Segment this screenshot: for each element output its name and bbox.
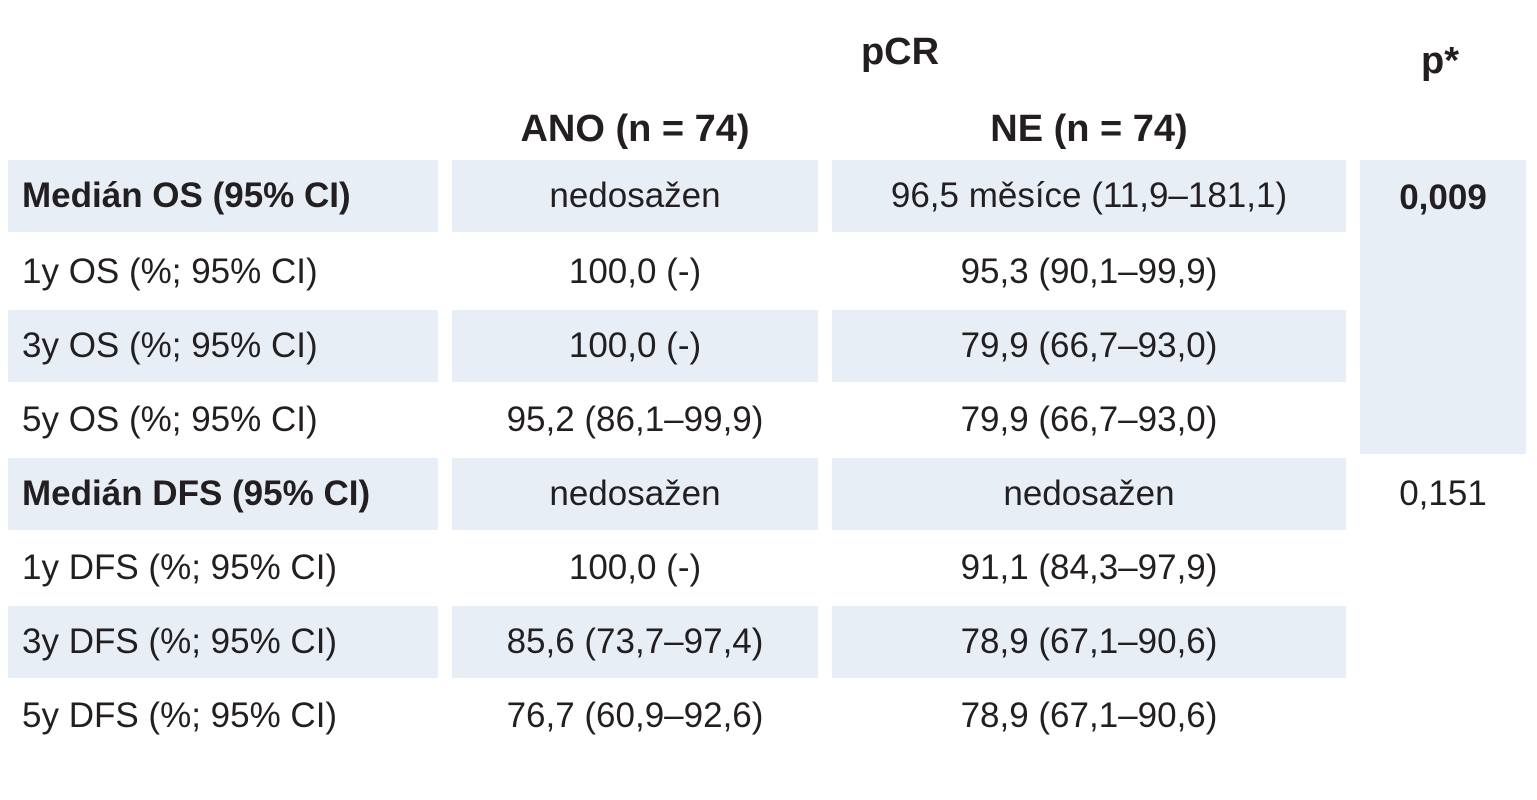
cell-ne-1y-dfs: 91,1 (84,3–97,9) (960, 548, 1218, 587)
cell-ne-median-dfs: nedosažen (832, 458, 1346, 530)
cell-ano-1y-dfs: 100,0 (-) (568, 548, 702, 587)
cell-ne-3y-dfs: 78,9 (67,1–90,6) (832, 606, 1346, 678)
row-label-1y-os: 1y OS (%; 95% CI) (22, 252, 318, 291)
cell-ano-median-os: nedosažen (452, 160, 818, 232)
row-label-1y-dfs: 1y DFS (%; 95% CI) (22, 548, 338, 587)
p-value-dfs: 0,151 (1399, 474, 1487, 513)
header-col-ne: NE (n = 74) (990, 108, 1188, 150)
cell-ano-5y-os: 95,2 (86,1–99,9) (506, 400, 764, 439)
cell-ano-median-dfs: nedosažen (452, 458, 818, 530)
cell-ano-1y-os: 100,0 (-) (568, 252, 702, 291)
cell-ne-5y-os: 79,9 (66,7–93,0) (960, 400, 1218, 439)
row-label-3y-dfs: 3y DFS (%; 95% CI) (8, 606, 438, 678)
cell-ne-1y-os: 95,3 (90,1–99,9) (960, 252, 1218, 291)
row-label-5y-dfs: 5y DFS (%; 95% CI) (22, 696, 338, 735)
p-value-os-block (1360, 160, 1526, 454)
cell-ne-5y-dfs: 78,9 (67,1–90,6) (960, 696, 1218, 735)
header-p-value: p* (1421, 40, 1459, 82)
cell-ano-3y-dfs: 85,6 (73,7–97,4) (452, 606, 818, 678)
header-col-ano: ANO (n = 74) (520, 108, 750, 150)
cell-ne-median-os: 96,5 měsíce (11,9–181,1) (832, 160, 1346, 232)
p-value-os: 0,009 (1399, 178, 1487, 217)
row-label-median-dfs: Medián DFS (95% CI) (8, 458, 438, 530)
cell-ne-3y-os: 79,9 (66,7–93,0) (832, 310, 1346, 382)
cell-ano-3y-os: 100,0 (-) (452, 310, 818, 382)
row-label-median-os: Medián OS (95% CI) (8, 160, 438, 232)
header-group-pcr: pCR (860, 31, 940, 73)
cell-ano-5y-dfs: 76,7 (60,9–92,6) (506, 696, 764, 735)
row-label-5y-os: 5y OS (%; 95% CI) (22, 400, 318, 439)
row-label-3y-os: 3y OS (%; 95% CI) (8, 310, 438, 382)
